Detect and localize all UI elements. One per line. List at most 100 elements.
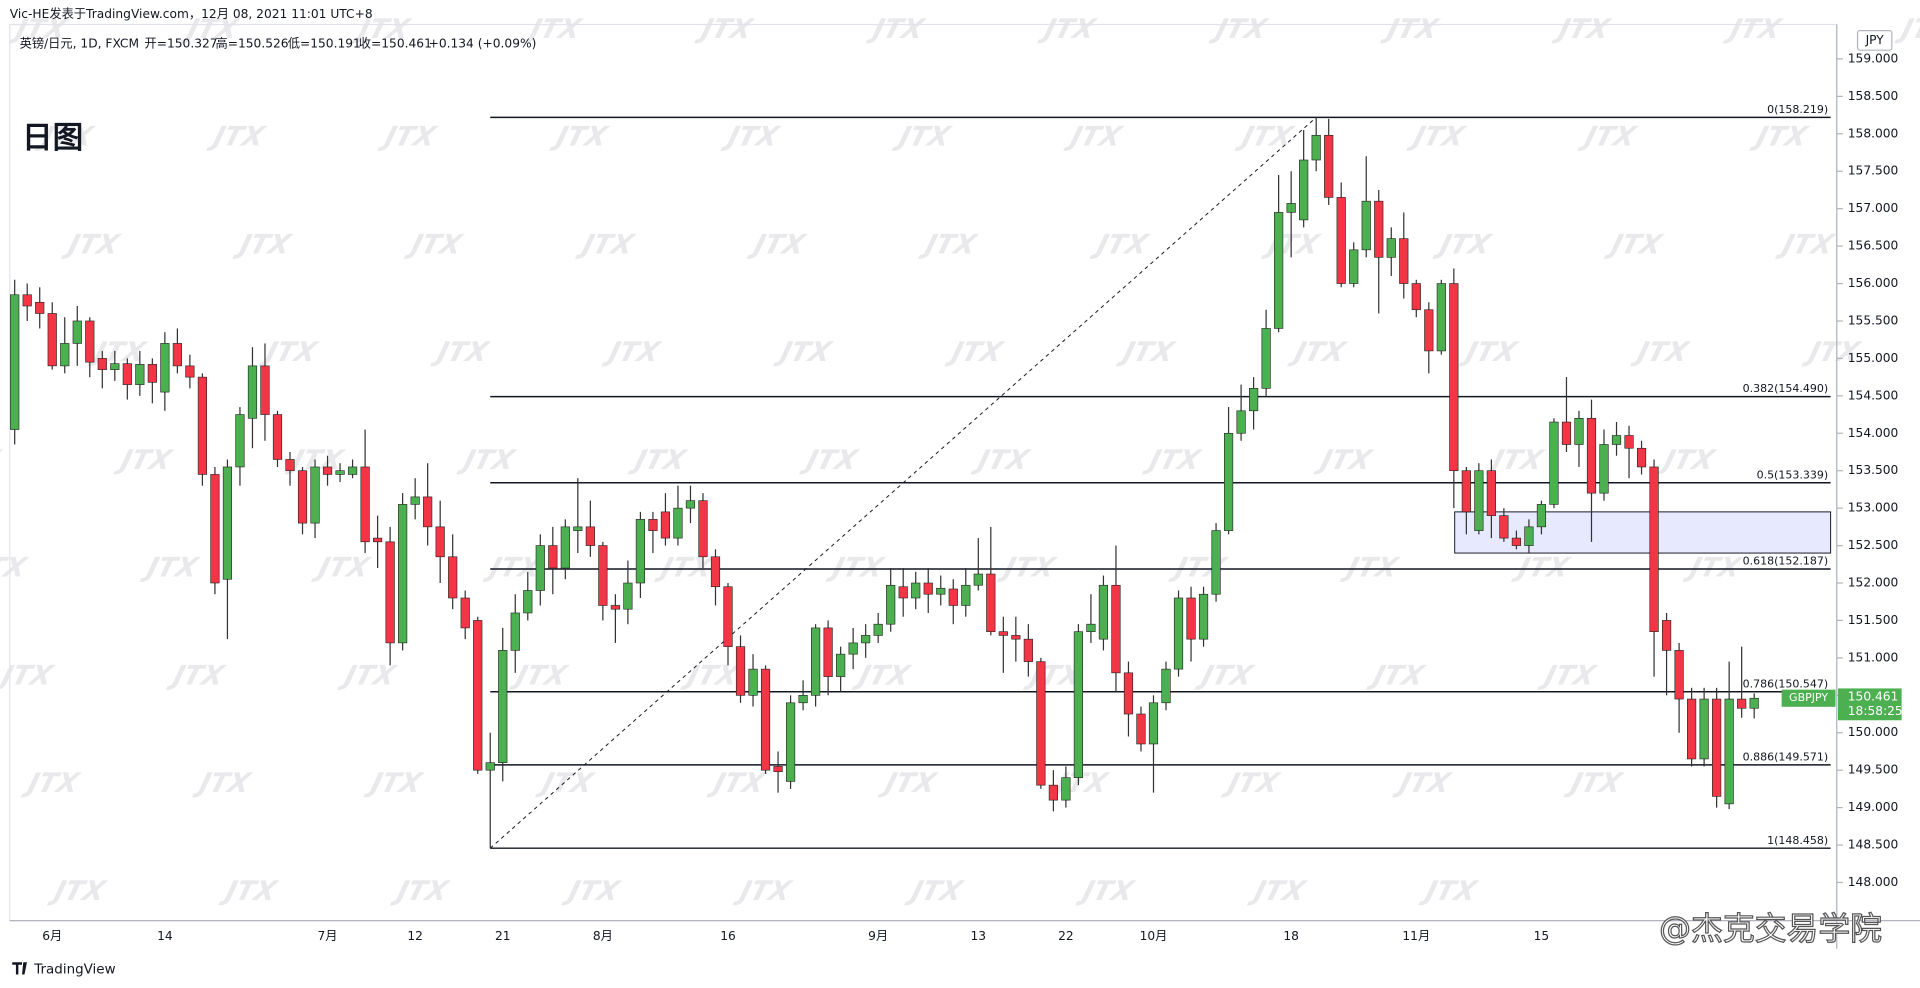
candle-body [573, 526, 583, 531]
candle-body [485, 762, 495, 771]
candle-body [498, 650, 508, 763]
x-tick-label: 7月 [318, 929, 338, 943]
candle-body [635, 519, 645, 584]
watermark-text: JTX [1365, 661, 1429, 691]
watermark-text: JTX [389, 876, 453, 906]
candle-body [1724, 698, 1734, 805]
candle-body [923, 582, 933, 595]
watermark-text: JTX [1391, 769, 1455, 799]
watermark-text: JTX [1893, 14, 1920, 44]
watermark-text: JTX [1417, 876, 1481, 906]
y-tick-label: 153.000 [1848, 501, 1899, 515]
candle-body [1687, 698, 1697, 760]
watermark-text: JTX [1629, 338, 1693, 368]
watermark-text: JTX [1220, 769, 1284, 799]
y-tick-label: 149.000 [1848, 800, 1899, 814]
candle-body [610, 605, 620, 610]
candle-body [247, 365, 258, 419]
candle-body [1649, 466, 1659, 632]
candle-body [1399, 238, 1409, 284]
candle-body [1011, 635, 1021, 640]
candle-body [310, 466, 320, 524]
candle-body [936, 587, 946, 595]
candle-body [72, 320, 82, 344]
candle-body [197, 376, 208, 475]
watermark-text: JTX [377, 122, 441, 152]
candle-body [1274, 212, 1284, 329]
candle-body [1574, 417, 1584, 445]
candle-body [373, 537, 383, 543]
candle-body [848, 642, 858, 655]
y-tick-label: 158.500 [1848, 89, 1899, 103]
candle-body [85, 320, 95, 363]
y-tick-label: 150.000 [1848, 725, 1899, 739]
fib-label: 0.618(152.187) [1743, 555, 1829, 568]
candle-body [911, 582, 921, 599]
last-price-bg [1837, 688, 1902, 721]
candle-body [260, 365, 270, 415]
y-tick-label: 155.500 [1848, 313, 1899, 327]
watermark-text: JTX [1141, 445, 1205, 475]
y-tick-label: 154.000 [1848, 426, 1899, 440]
candle-body [948, 588, 958, 606]
watermark-text: JTX [1458, 338, 1522, 368]
candle-body [1712, 698, 1722, 797]
watermark-text: JTX [851, 661, 915, 691]
watermark-text: JTX [903, 876, 967, 906]
candle-body [548, 545, 558, 569]
candle-body [1486, 470, 1496, 516]
watermark-text: JTX [310, 553, 374, 583]
fib-label: 0.382(154.490) [1743, 382, 1829, 395]
candle-body [473, 620, 483, 771]
y-tick-label: 156.000 [1848, 276, 1899, 290]
author-line: Vic-HE发表于TradingView.com，12月 08, 2021 11… [10, 6, 373, 21]
x-tick-label: 10月 [1140, 929, 1168, 943]
candle-body [1186, 597, 1196, 640]
watermark-text: JTX [1089, 230, 1153, 260]
candle-body [147, 364, 157, 383]
watermark-text: JTX [0, 553, 31, 583]
watermark-text: JTX [574, 230, 638, 260]
watermark-text: JTX [1603, 230, 1667, 260]
watermark-text: JTX [1563, 769, 1627, 799]
watermark-text: JTX [1115, 338, 1179, 368]
candle-body [1499, 515, 1509, 539]
watermark-text: JTX [601, 338, 665, 368]
candle-body [1223, 432, 1234, 531]
watermark-text: JTX [1234, 122, 1298, 152]
watermark-text: JTX [1748, 122, 1812, 152]
candle-body [886, 584, 896, 625]
watermark-text: JTX [693, 14, 757, 44]
candle-body [1374, 200, 1384, 258]
candle-body [1474, 470, 1484, 531]
watermark-text: JTX [1208, 14, 1272, 44]
y-tick-label: 156.500 [1848, 239, 1899, 253]
candle-body [1311, 134, 1321, 161]
candle-body [1449, 283, 1459, 472]
candle-body [1511, 537, 1522, 546]
watermark-text: JTX [798, 445, 862, 475]
logo-icon [12, 962, 27, 975]
candle-body [648, 519, 658, 531]
watermark-text: JTX [1379, 14, 1443, 44]
candle-body [47, 313, 57, 367]
watermark-text: JTX [560, 876, 624, 906]
candle-body [135, 364, 145, 385]
currency: JPY [1865, 33, 1885, 47]
candle-body [10, 294, 20, 430]
watermark-text: JTX [1194, 661, 1258, 691]
candle-body [1737, 698, 1747, 709]
candle-body [1386, 238, 1396, 258]
candle-body [685, 500, 696, 509]
candle-body [1048, 784, 1058, 801]
y-tick-label: 152.500 [1848, 538, 1899, 552]
watermark-text: JTX [1577, 122, 1641, 152]
candle-body [1136, 713, 1146, 745]
watermark-text: JTX [455, 445, 519, 475]
candle-body [998, 631, 1008, 636]
watermark-text: JTX [1801, 338, 1865, 368]
watermark-text: JTX [877, 769, 941, 799]
candle-body [122, 363, 132, 385]
fib-label: 0(158.219) [1767, 103, 1828, 116]
